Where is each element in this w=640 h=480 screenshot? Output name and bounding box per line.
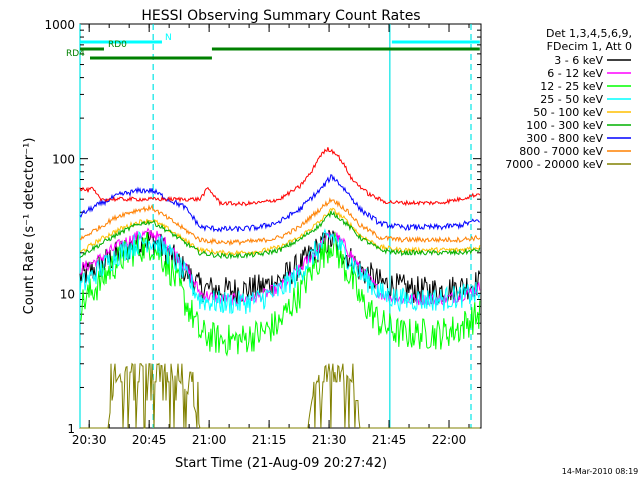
legend-label-25-50-kev: 25 - 50 keV [540,93,603,106]
x-tick-label: 21:15 [252,433,287,447]
x-tick-label: 21:00 [192,433,227,447]
y-axis-label: Count Rate (s⁻¹ detector⁻¹) [22,138,37,315]
footer-date: 14-Mar-2010 08:19 [562,467,639,476]
series-line-300-800-kev [79,174,480,233]
legend-label-800-7000-kev: 800 - 7000 keV [519,145,603,158]
series-line-800-7000-kev [79,197,481,247]
x-tick-label: 21:45 [372,433,407,447]
flag-label-rd4: RD4 [66,49,85,59]
series-line-7000-20000-kev [80,362,480,429]
series-line-25-50-kev [79,228,481,315]
plot-area: 1 10 100 1000 20:30 20:45 21:00 21:15 21:30 21:45… [44,18,482,447]
x-tick-label: 22:00 [432,433,467,447]
chart-title: HESSI Observing Summary Count Rates [141,8,420,24]
series-line-12-25-kev [79,232,481,357]
legend-header-line-2: FDecim 1, Att 0 [547,40,632,53]
x-tick-label: 20:45 [132,433,167,447]
y-tick-label: 1 [67,422,75,436]
legend-label-300-800-kev: 300 - 800 keV [526,132,603,145]
legend-label-6-12-kev: 6 - 12 keV [547,67,603,80]
legend-label-12-25-kev: 12 - 25 keV [540,80,603,93]
legend-label-100-300-kev: 100 - 300 keV [526,119,603,132]
legend-label-3-6-kev: 3 - 6 keV [554,54,603,67]
y-tick-label: 10 [60,287,75,301]
legend-header-line-1: Det 1,3,4,5,6,9, [546,27,632,40]
flag-label-n: N [165,33,172,43]
x-tick-label: 20:30 [72,433,107,447]
series-line-saa-red [79,147,481,207]
series-line-100-300-kev [79,210,481,260]
series-line-6-12-kev [79,227,481,306]
y-tick-label: 100 [52,153,75,167]
legend-label-50-100-kev: 50 - 100 keV [533,106,603,119]
x-axis-label: Start Time (21-Aug-09 20:27:42) [175,456,387,471]
y-tick-label: 1000 [44,18,75,32]
series-line-3-6-kev [79,229,481,305]
legend-label-7000-20000-kev: 7000 - 20000 keV [505,158,603,171]
x-tick-label: 21:30 [312,433,347,447]
flag-label-rd0: RD0 [108,40,127,50]
